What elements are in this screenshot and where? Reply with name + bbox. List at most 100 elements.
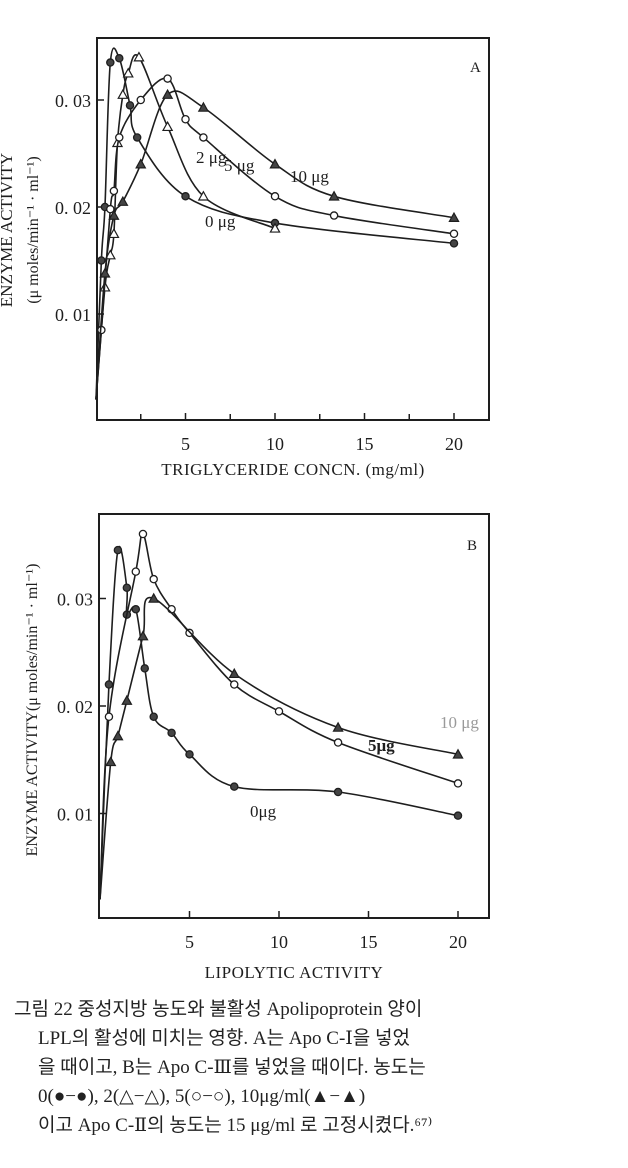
open-circle-marker bbox=[138, 529, 148, 539]
filled-triangle-marker bbox=[448, 211, 460, 222]
caption-line: 이고 Apo C-Ⅱ의 농도는 15 μg/ml 로 고정시켰다.⁶⁷⁾ bbox=[38, 1115, 433, 1136]
figure-caption: 그림 22 중성지방 농도와 불활성 Apolipoprotein 양이 LPL… bbox=[14, 995, 624, 1140]
filled-triangle-marker bbox=[332, 721, 344, 732]
open-circle-marker bbox=[181, 115, 190, 124]
filled-circle-marker bbox=[140, 664, 149, 673]
x-tick-label: 15 bbox=[360, 932, 378, 952]
open-circle-marker bbox=[329, 211, 339, 220]
filled-circle-marker bbox=[113, 545, 123, 555]
panel-label: A bbox=[470, 60, 481, 76]
series-10g bbox=[95, 88, 460, 400]
open-triangle-marker bbox=[161, 120, 174, 132]
open-triangle-marker bbox=[197, 190, 210, 201]
filled-triangle-marker bbox=[135, 158, 147, 169]
open-circle-marker bbox=[163, 74, 172, 83]
series-10g bbox=[99, 592, 464, 900]
series-line bbox=[95, 54, 276, 400]
x-tick-label: 20 bbox=[449, 932, 467, 952]
filled-circle-marker bbox=[97, 256, 106, 265]
series-line bbox=[99, 546, 459, 900]
open-triangle-marker bbox=[108, 227, 120, 239]
x-tick-label: 15 bbox=[356, 434, 374, 454]
filled-triangle-marker bbox=[161, 88, 174, 99]
filled-circle-marker bbox=[229, 782, 239, 791]
panel-label: B bbox=[467, 538, 477, 554]
filled-triangle-marker bbox=[452, 748, 464, 759]
y-tick-label: 0. 02 bbox=[57, 697, 93, 717]
filled-circle-marker bbox=[149, 712, 158, 722]
x-tick-label: 10 bbox=[266, 434, 284, 454]
filled-triangle-marker bbox=[121, 694, 133, 705]
caption-line: 그림 22 중성지방 농도와 불활성 Apolipoprotein 양이 bbox=[14, 999, 423, 1020]
x-tick-label: 5 bbox=[185, 932, 194, 952]
open-triangle-marker bbox=[133, 51, 145, 62]
filled-triangle-marker bbox=[328, 190, 340, 201]
filled-triangle-marker bbox=[117, 195, 129, 206]
open-triangle-marker bbox=[104, 249, 116, 260]
open-triangle-marker bbox=[122, 67, 134, 78]
curve-label: 0μg bbox=[250, 802, 277, 821]
y-tick-label: 0. 03 bbox=[55, 91, 91, 111]
open-circle-marker bbox=[274, 707, 284, 716]
series-line bbox=[95, 77, 455, 400]
open-circle-marker bbox=[106, 204, 115, 214]
filled-triangle-marker bbox=[197, 101, 210, 112]
y-axis-label: ENZYME ACTIVITY bbox=[0, 153, 16, 307]
caption-line: 0(●−●), 2(△−△), 5(○−○), 10μg/ml(▲−▲) bbox=[38, 1086, 366, 1107]
chart-panel-b: B 5 10 15 20 0. 01 0. 02 0. 03 LIPOLYTIC ACTIVIT… bbox=[24, 513, 490, 982]
filled-circle-marker bbox=[333, 787, 343, 797]
open-circle-marker bbox=[449, 229, 459, 238]
x-axis-label: LIPOLYTIC ACTIVITY bbox=[205, 963, 384, 982]
filled-triangle-marker bbox=[269, 158, 281, 169]
filled-triangle-marker bbox=[105, 756, 117, 767]
x-axis-label: TRIGLYCERIDE CONCN. (mg/ml) bbox=[161, 460, 424, 479]
filled-circle-marker bbox=[131, 605, 141, 614]
curve-label: 5 μg bbox=[224, 156, 255, 175]
figure: A 5 10 15 20 0. 01 0. 02 0. 03 TRIGLYCERIDE CONC… bbox=[0, 37, 490, 982]
filled-circle-marker bbox=[185, 750, 194, 759]
open-circle-marker bbox=[131, 567, 141, 576]
open-circle-marker bbox=[149, 574, 158, 584]
y-axis-units: (μ moles/min⁻¹ · ml⁻¹) bbox=[25, 156, 42, 304]
chart-panel-a: A 5 10 15 20 0. 01 0. 02 0. 03 TRIGLYCERIDE CONC… bbox=[0, 37, 490, 479]
curve-label: 2 μg bbox=[196, 148, 227, 167]
y-tick-label: 0. 03 bbox=[57, 590, 93, 610]
curve-label: 10 μg bbox=[440, 713, 479, 732]
filled-circle-marker bbox=[125, 101, 135, 110]
curve-label: 0 μg bbox=[205, 212, 236, 231]
filled-circle-marker bbox=[132, 133, 142, 142]
y-tick-label: 0. 01 bbox=[55, 305, 91, 325]
open-circle-marker bbox=[167, 605, 176, 614]
plot-frame bbox=[98, 513, 490, 919]
x-tick-label: 20 bbox=[445, 434, 463, 454]
filled-circle-marker bbox=[106, 58, 115, 67]
open-circle-marker bbox=[453, 779, 463, 788]
x-tick-label: 5 bbox=[181, 434, 190, 454]
series-line bbox=[95, 90, 455, 400]
caption-line: 을 때이고, B는 Apo C-Ⅲ를 넣었을 때이다. 농도는 bbox=[38, 1057, 426, 1078]
open-circle-marker bbox=[109, 186, 119, 196]
x-tick-label: 10 bbox=[270, 932, 288, 952]
y-tick-label: 0. 02 bbox=[55, 198, 91, 218]
open-circle-marker bbox=[229, 680, 239, 689]
series-0g bbox=[95, 47, 459, 400]
curve-label: 10 μg bbox=[290, 167, 329, 186]
caption-line: LPL의 활성에 미치는 영향. A는 Apo C-Ⅰ을 넣었 bbox=[38, 1028, 410, 1049]
open-triangle-marker bbox=[269, 222, 281, 233]
filled-triangle-marker bbox=[228, 667, 240, 679]
series-5g bbox=[95, 74, 459, 400]
y-tick-label: 0. 01 bbox=[57, 805, 93, 825]
filled-triangle-marker bbox=[99, 267, 111, 278]
open-circle-marker bbox=[136, 95, 145, 105]
open-circle-marker bbox=[270, 192, 280, 201]
open-circle-marker bbox=[115, 133, 124, 142]
open-circle-marker bbox=[199, 133, 208, 142]
filled-triangle-marker bbox=[148, 592, 160, 603]
open-circle-marker bbox=[333, 738, 343, 747]
filled-circle-marker bbox=[449, 239, 459, 248]
y-axis-label: ENZYME ACTIVITY(μ moles/min⁻¹ · ml⁻¹) bbox=[24, 564, 41, 857]
filled-triangle-marker bbox=[137, 630, 149, 641]
series-line bbox=[99, 596, 459, 900]
filled-circle-marker bbox=[181, 192, 190, 201]
filled-circle-marker bbox=[104, 680, 114, 689]
